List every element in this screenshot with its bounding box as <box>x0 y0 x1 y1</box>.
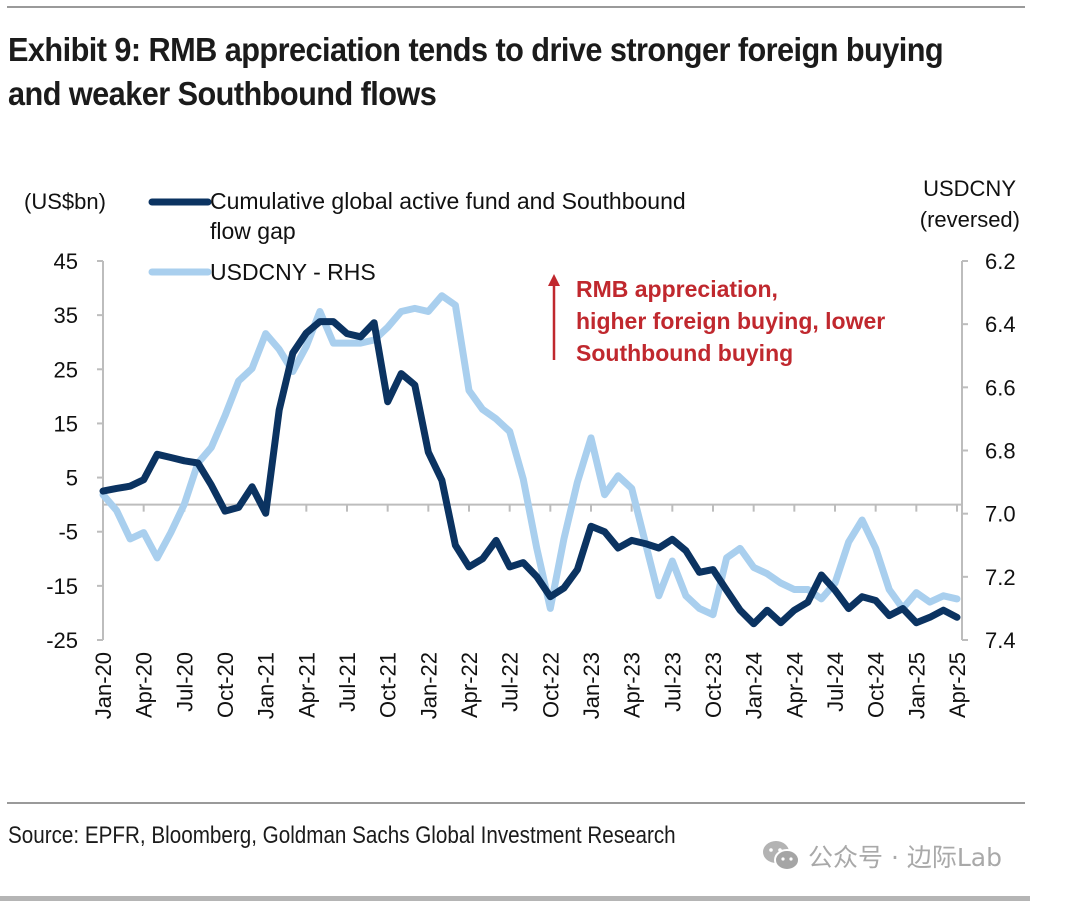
right-axis-tick-label: 7.4 <box>985 628 1016 653</box>
x-axis-tick-label: Oct-22 <box>538 652 563 718</box>
legend: Cumulative global active fund and Southb… <box>148 188 686 285</box>
x-axis-tick-label: Apr-24 <box>782 652 807 718</box>
annotation-line-3: Southbound buying <box>576 340 793 366</box>
right-axis-tick-label: 7.0 <box>985 502 1016 527</box>
x-axis-tick-label: Apr-21 <box>294 652 319 718</box>
x-axis-tick-label: Jul-21 <box>335 652 360 712</box>
x-axis-tick-label: Apr-20 <box>132 652 157 718</box>
right-axis-tick-label: 6.8 <box>985 439 1016 464</box>
left-axis-tick-label: 15 <box>54 411 78 436</box>
legend-label-flow-gap-line2: flow gap <box>210 218 296 244</box>
x-axis-tick-label: Jul-23 <box>660 652 685 712</box>
arrow-up-icon <box>548 274 560 286</box>
left-axis-tick-label: -25 <box>46 628 78 653</box>
annotation: RMB appreciation, higher foreign buying,… <box>548 274 885 366</box>
x-axis-tick-label: Jan-20 <box>91 652 116 719</box>
left-axis-tick-label: 35 <box>54 303 78 328</box>
wechat-icon <box>762 839 800 873</box>
left-axis-tick-label: 25 <box>54 357 78 382</box>
flow-gap-line <box>99 318 961 628</box>
x-axis-tick-label: Jan-24 <box>742 652 767 719</box>
left-axis-tick-label: 45 <box>54 249 78 274</box>
watermark-text: 公众号 · 边际Lab <box>808 843 1002 872</box>
annotation-line-2: higher foreign buying, lower <box>576 308 885 334</box>
watermark: 公众号 · 边际Lab <box>762 838 1002 874</box>
left-axis-label: (US$bn) <box>24 189 106 214</box>
left-axis-tick-label: 5 <box>66 466 78 491</box>
series-layer <box>99 292 961 628</box>
legend-label-flow-gap-line1: Cumulative global active fund and Southb… <box>210 188 686 214</box>
x-axis-tick-label: Oct-21 <box>376 652 401 718</box>
source-note: Source: EPFR, Bloomberg, Goldman Sachs G… <box>8 822 676 849</box>
x-axis-tick-label: Apr-25 <box>945 652 970 718</box>
x-axis-tick-label: Jan-22 <box>416 652 441 719</box>
right-axis-tick-label: 6.6 <box>985 375 1016 400</box>
legend-label-usdcny: USDCNY - RHS <box>210 259 376 285</box>
x-axis-tick-label: Apr-23 <box>620 652 645 718</box>
right-axis-tick-label: 6.4 <box>985 312 1016 337</box>
left-axis-tick-label: -15 <box>46 574 78 599</box>
x-axis-tick-label: Jul-22 <box>498 652 523 712</box>
right-axis-tick-label: 6.2 <box>985 249 1016 274</box>
exhibit-title: Exhibit 9: RMB appreciation tends to dri… <box>8 28 994 116</box>
top-divider <box>7 6 1025 8</box>
right-axis-label-line2: (reversed) <box>920 207 1020 232</box>
x-axis-tick-label: Jan-23 <box>579 652 604 719</box>
title-line-2: and weaker Southbound flows <box>8 75 437 112</box>
right-axis-tick-label: 7.2 <box>985 565 1016 590</box>
x-axis-tick-label: Oct-23 <box>701 652 726 718</box>
bottom-divider <box>0 896 1030 901</box>
x-axis-tick-label: Jul-24 <box>823 652 848 712</box>
left-axis-tick-label: -5 <box>58 520 78 545</box>
x-axis-tick-label: Jul-20 <box>172 652 197 712</box>
x-axis-tick-label: Jan-25 <box>904 652 929 719</box>
title-line-1: Exhibit 9: RMB appreciation tends to dri… <box>8 31 944 68</box>
x-axis-tick-label: Oct-24 <box>864 652 889 718</box>
x-axis-tick-label: Oct-20 <box>213 652 238 718</box>
x-axis-tick-label: Apr-22 <box>457 652 482 718</box>
source-divider <box>7 802 1025 804</box>
chart: (US$bn) USDCNY (reversed) Cumulative glo… <box>24 176 1020 719</box>
annotation-line-1: RMB appreciation, <box>576 276 778 302</box>
x-axis-tick-label: Jan-21 <box>254 652 279 719</box>
right-axis-label-line1: USDCNY <box>923 176 1016 201</box>
axes: 45 35 25 15 5 -5 -15 -25 6.2 6.4 6.6 6.8 7.0 7.2 7.4 Ja… <box>46 249 1015 719</box>
